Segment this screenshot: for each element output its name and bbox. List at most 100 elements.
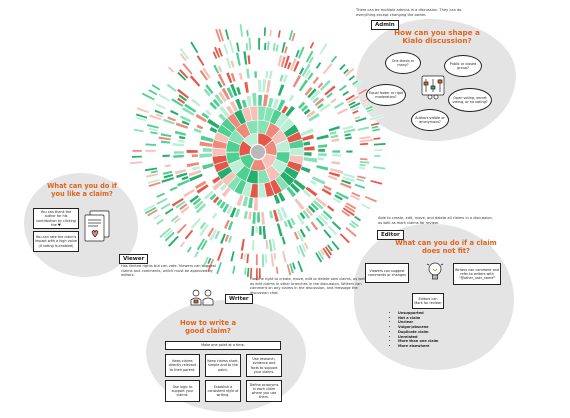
sunburst-segment [179,240,186,248]
sunburst-segment [229,59,236,69]
sunburst-segment [217,47,224,58]
sunburst-segment [135,112,148,120]
sunburst-segment [158,226,172,239]
sunburst-segment [178,202,189,211]
sunburst-segment [316,102,325,110]
sunburst-segment [304,186,319,198]
sunburst-segment [298,66,305,76]
sunburst-segment [345,201,357,211]
sunburst-segment [162,170,173,176]
viewer-thank-box: You can thank the author for his contrib… [33,208,79,229]
sunburst-segment [330,240,341,251]
sunburst-segment [331,220,342,231]
sunburst-segment [204,83,215,95]
sunburst-segment [287,93,295,103]
sunburst-segment [370,125,379,130]
sunburst-segment [283,45,289,55]
sunburst-segment [316,81,325,89]
sunburst-segment [264,70,270,79]
sunburst-segment [278,73,285,83]
sunburst-segment [327,224,338,236]
sunburst-segment [357,125,370,132]
sunburst-segment [175,121,189,130]
sunburst-segment [351,109,360,115]
sunburst-segment [173,150,185,155]
sunburst-segment [199,221,207,230]
sunburst-segment [338,63,347,71]
sunburst-segment [229,100,239,113]
sunburst-segment [230,72,237,83]
sunburst-segment [318,42,329,55]
sunburst-segment [328,171,341,178]
sunburst-segment [208,126,218,134]
viewer-tag: Viewer [119,254,149,264]
sunburst-segment [193,127,203,134]
sunburst-segment [262,225,267,240]
sunburst-segment [216,246,225,262]
sunburst-segment [350,219,360,228]
sunburst-segment [227,235,233,244]
sunburst-segment [131,155,143,159]
sunburst-segment [191,153,199,158]
sunburst-segment [155,112,164,119]
sunburst-segment [200,239,209,251]
sunburst-segment [217,112,227,122]
sunburst-segment [144,142,157,147]
sunburst-segment [240,99,248,109]
sunburst-segment [373,142,387,146]
sunburst-segment [303,151,313,157]
sunburst-segment [151,83,161,92]
admin-title: How can you shape a Kialo discussion? [394,28,480,46]
sunburst-segment [369,179,383,186]
sunburst-segment [325,91,334,99]
sunburst-segment [326,243,334,253]
sunburst-segment [224,234,230,243]
sunburst-segment [176,178,191,188]
sunburst-segment [148,127,159,133]
viewer-note: Has limited rights but can vote. Viewers… [121,264,216,278]
sunburst-segment [212,98,221,108]
sunburst-segment [225,71,233,84]
sunburst-segment [255,267,259,281]
sunburst-segment [182,188,196,198]
admin-bubble-thesis: One thesis or many? [385,52,421,74]
sunburst-segment [332,196,342,205]
sunburst-segment [213,93,224,106]
sunburst-segment [221,202,230,214]
sunburst-segment [201,162,215,171]
sunburst-segment [349,101,362,110]
sunburst-segment [225,204,234,215]
sunburst-segment [331,149,341,154]
sunburst-segment [265,239,270,250]
sunburst-segment [289,217,297,226]
sunburst-segment [241,195,249,208]
sunburst-segment [131,149,143,153]
sunburst-segment [315,164,329,172]
sunburst-segment [306,87,318,99]
viewer-rate-box: You can rate the claim's impact with a h… [33,231,79,252]
sunburst-segment [255,253,259,266]
sunburst-segment [296,229,305,243]
sunburst-segment [320,187,333,197]
sunburst-segment [261,253,265,268]
sunburst-segment [247,36,252,51]
sunburst-segment [268,29,273,38]
sunburst-segment [211,175,222,185]
sunburst-segment [345,93,356,102]
sunburst-segment [256,211,261,223]
sunburst-segment [302,189,312,198]
sunburst-segment [289,182,301,194]
sunburst-segment [359,142,369,146]
sunburst-segment [315,216,325,228]
sunburst-segment [351,79,359,86]
sunburst-segment [303,108,312,116]
sunburst-segment [350,191,361,198]
sunburst-segment [208,228,218,242]
sunburst-segment [299,127,315,137]
sunburst-segment [254,225,259,234]
sunburst-segment [276,98,287,112]
sunburst-segment [264,253,268,265]
sunburst-segment [280,55,287,68]
sunburst-segment [163,229,174,239]
sunburst-segment [309,179,318,186]
